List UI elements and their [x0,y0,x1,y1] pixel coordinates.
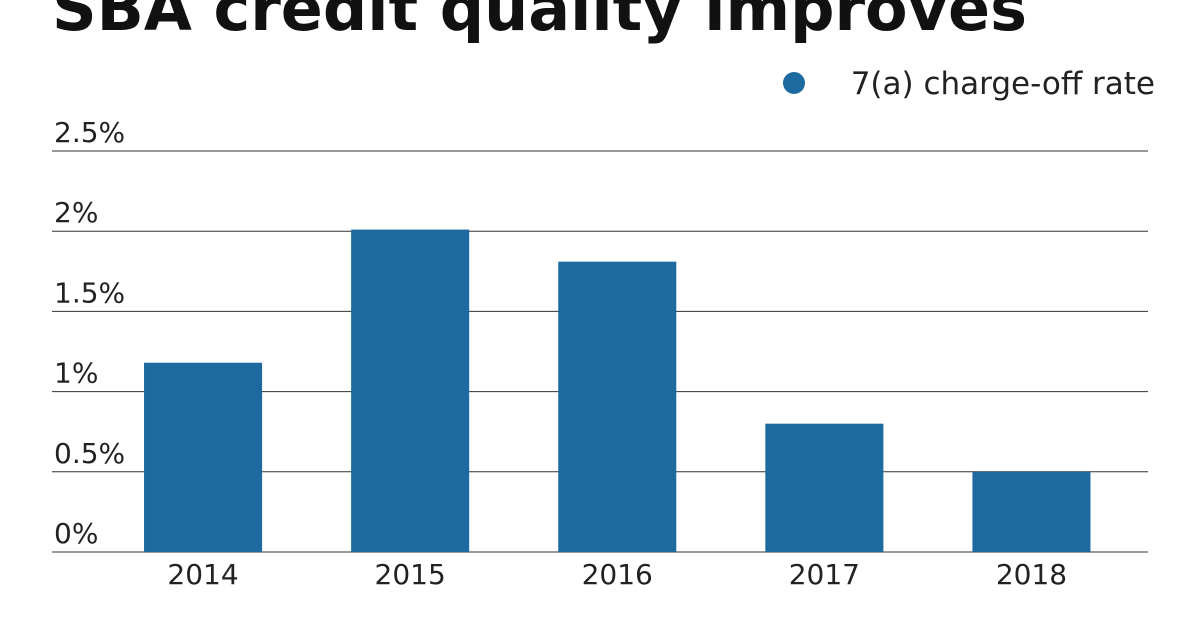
x-tick-label: 2016 [582,558,653,591]
chart-title: SBA credit quality improves [52,0,1027,45]
y-tick-label: 1% [54,357,98,390]
legend-label: 7(a) charge-off rate [851,66,1155,102]
bar [765,423,884,552]
y-tick-label: 0% [54,517,98,550]
y-tick-label: 2.5% [54,116,125,149]
bar [558,261,677,552]
x-tick-label: 2018 [996,558,1067,591]
y-tick-label: 0.5% [54,437,125,470]
x-tick-label: 2017 [789,558,860,591]
bar [144,362,263,552]
x-tick-label: 2015 [375,558,446,591]
bar [972,471,1091,552]
y-tick-label: 1.5% [54,276,125,309]
y-tick-label: 2% [54,196,98,229]
bar [351,229,470,552]
legend-marker [783,72,805,94]
x-tick-label: 2014 [167,558,238,591]
